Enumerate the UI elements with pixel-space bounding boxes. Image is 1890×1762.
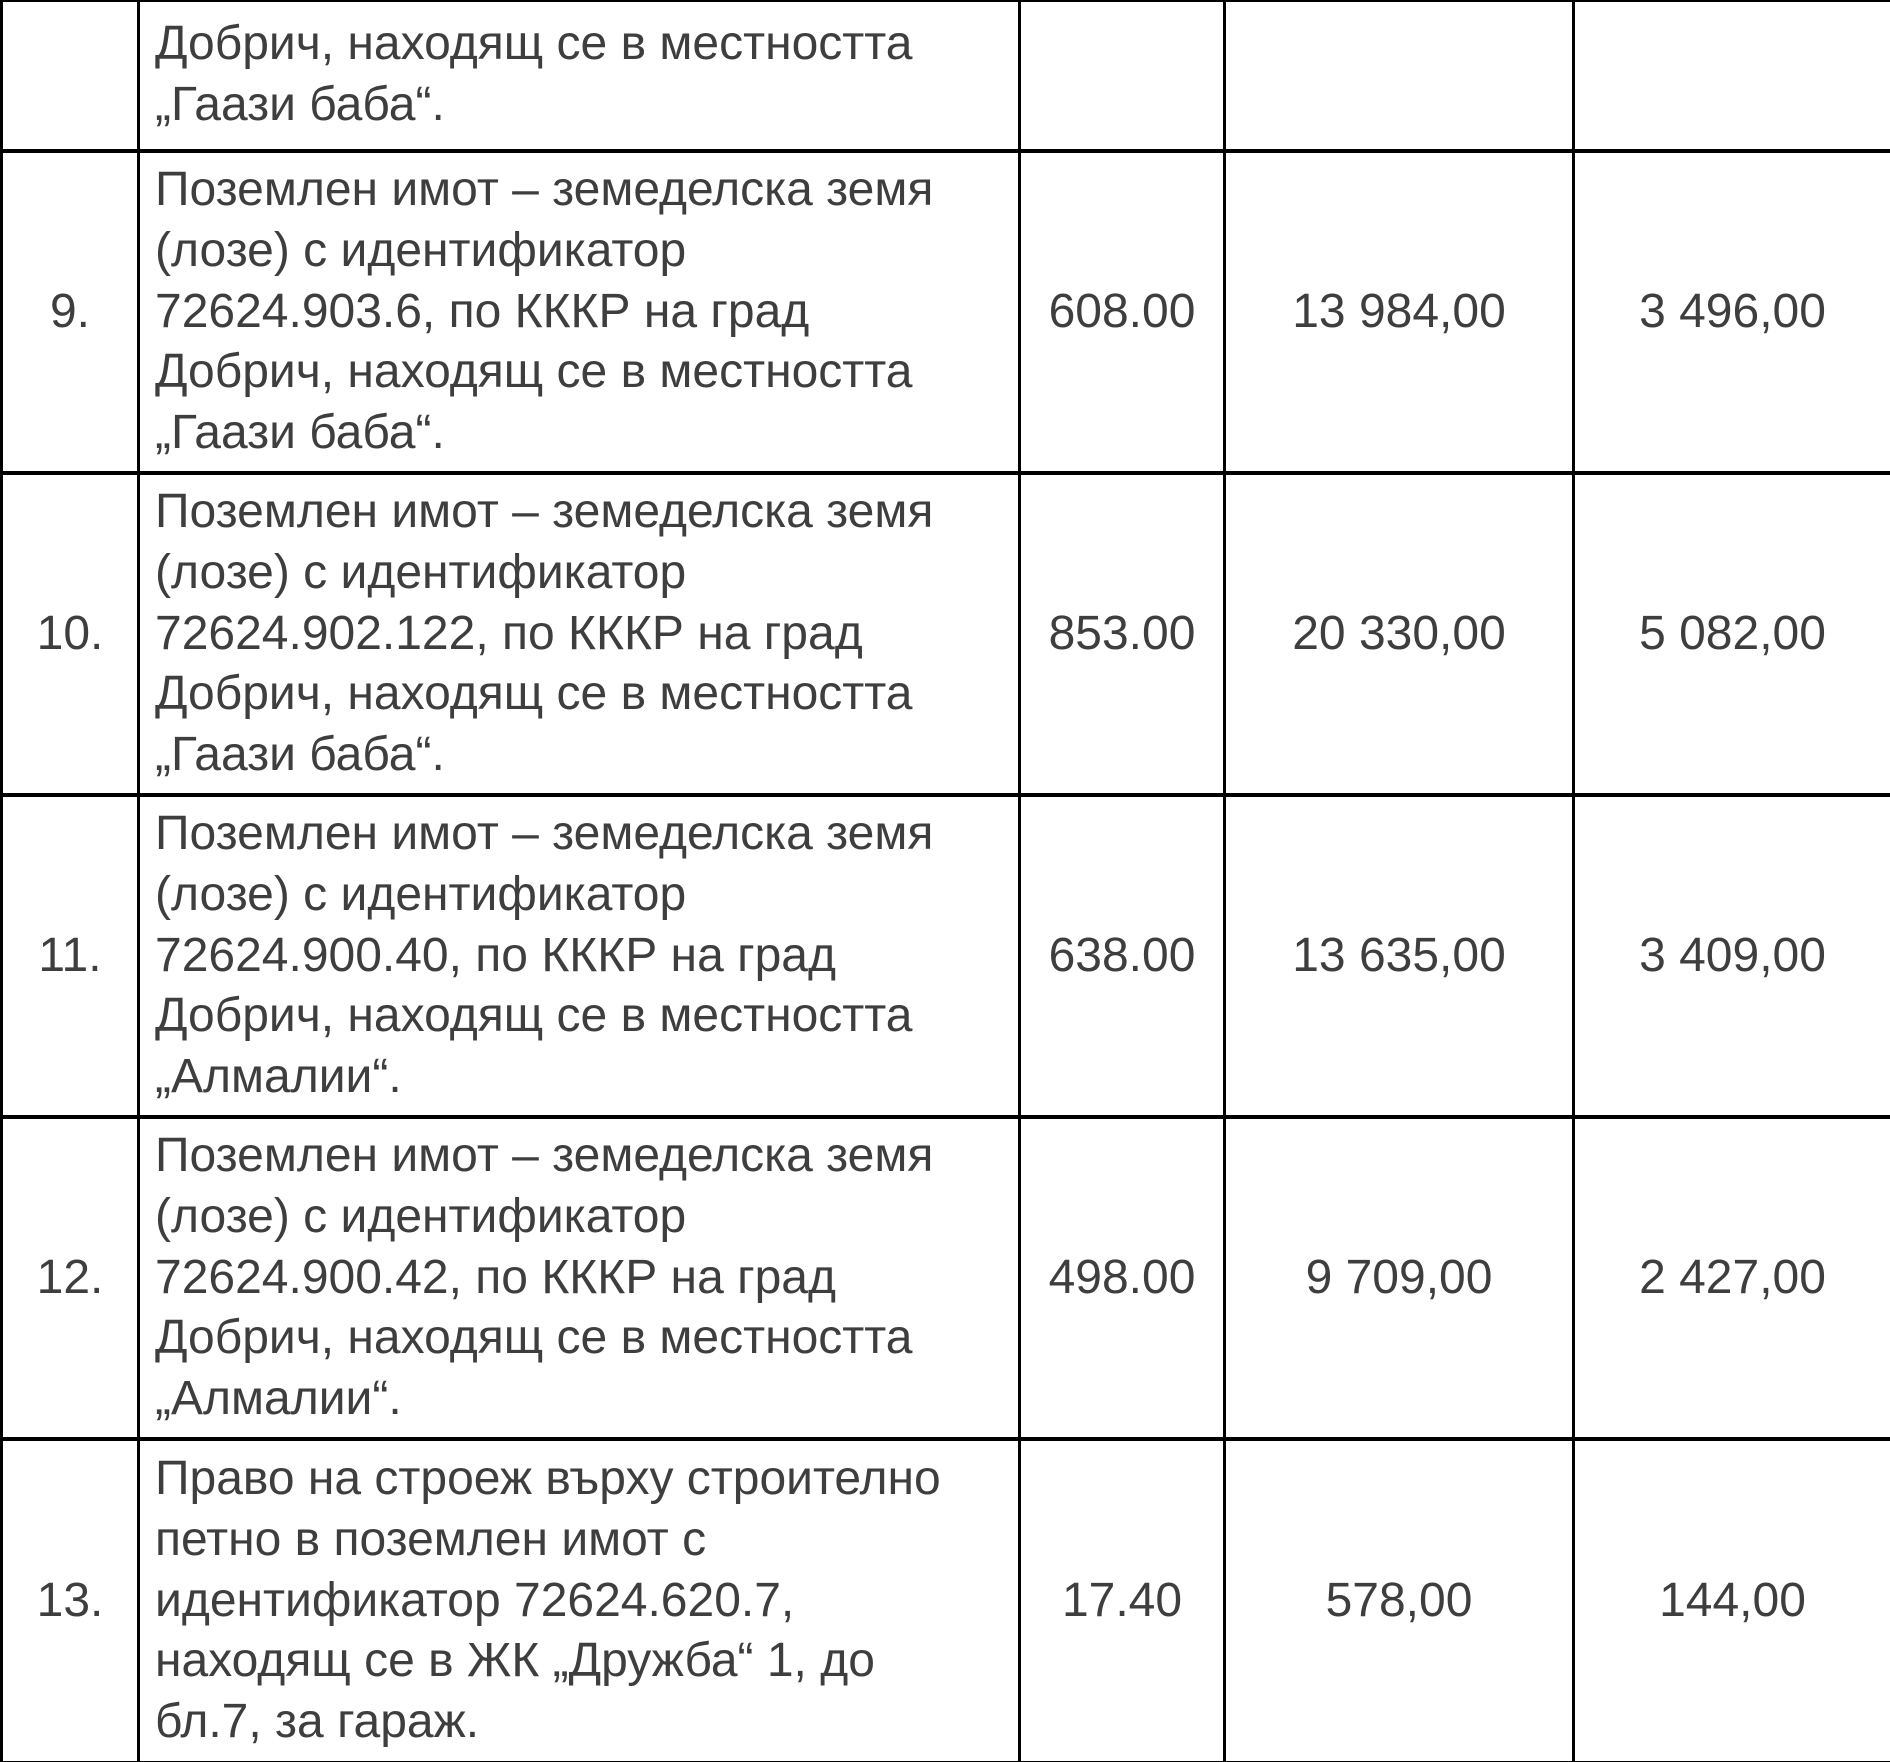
row-number-cell: 9.: [0, 149, 140, 475]
property-description-cell: Поземлен имот – земеделска земя (лозе) с…: [137, 149, 1021, 475]
value-cell-1: 608.00: [1018, 149, 1226, 475]
value-cell-2: 13 635,00: [1223, 793, 1575, 1119]
value-cell-1: 638.00: [1018, 793, 1226, 1119]
value-cell-1: 498.00: [1018, 1115, 1226, 1441]
table-row: 9. Поземлен имот – земеделска земя (лозе…: [0, 149, 1890, 475]
value-cell-1: [1018, 0, 1226, 153]
row-number-cell: 10.: [0, 471, 140, 797]
property-description-cell: Поземлен имот – земеделска земя (лозе) с…: [137, 471, 1021, 797]
row-number-cell: [0, 0, 140, 153]
value-cell-2: 20 330,00: [1223, 471, 1575, 797]
value-cell-1: 853.00: [1018, 471, 1226, 797]
value-cell-2: 578,00: [1223, 1437, 1575, 1762]
table-row: 13. Право на строеж върху строително пет…: [0, 1437, 1890, 1762]
value-cell-2: 9 709,00: [1223, 1115, 1575, 1441]
value-cell-3: 2 427,00: [1572, 1115, 1890, 1441]
property-description-cell: Право на строеж върху строително петно в…: [137, 1437, 1021, 1762]
table-row: Добрич, находящ се в местността „Гаази б…: [0, 0, 1890, 153]
value-cell-3: 5 082,00: [1572, 471, 1890, 797]
property-description-cell: Поземлен имот – земеделска земя (лозе) с…: [137, 1115, 1021, 1441]
value-cell-3: [1572, 0, 1890, 153]
row-number-cell: 12.: [0, 1115, 140, 1441]
row-number-cell: 13.: [0, 1437, 140, 1762]
row-number-cell: 11.: [0, 793, 140, 1119]
table-row: 12. Поземлен имот – земеделска земя (лоз…: [0, 1115, 1890, 1441]
value-cell-2: [1223, 0, 1575, 153]
table-row: 10. Поземлен имот – земеделска земя (лоз…: [0, 471, 1890, 797]
value-cell-3: 3 409,00: [1572, 793, 1890, 1119]
value-cell-2: 13 984,00: [1223, 149, 1575, 475]
property-description-cell: Поземлен имот – земеделска земя (лозе) с…: [137, 793, 1021, 1119]
property-description-cell: Добрич, находящ се в местността „Гаази б…: [137, 0, 1021, 153]
value-cell-3: 3 496,00: [1572, 149, 1890, 475]
table-row: 11. Поземлен имот – земеделска земя (лоз…: [0, 793, 1890, 1119]
value-cell-3: 144,00: [1572, 1437, 1890, 1762]
value-cell-1: 17.40: [1018, 1437, 1226, 1762]
